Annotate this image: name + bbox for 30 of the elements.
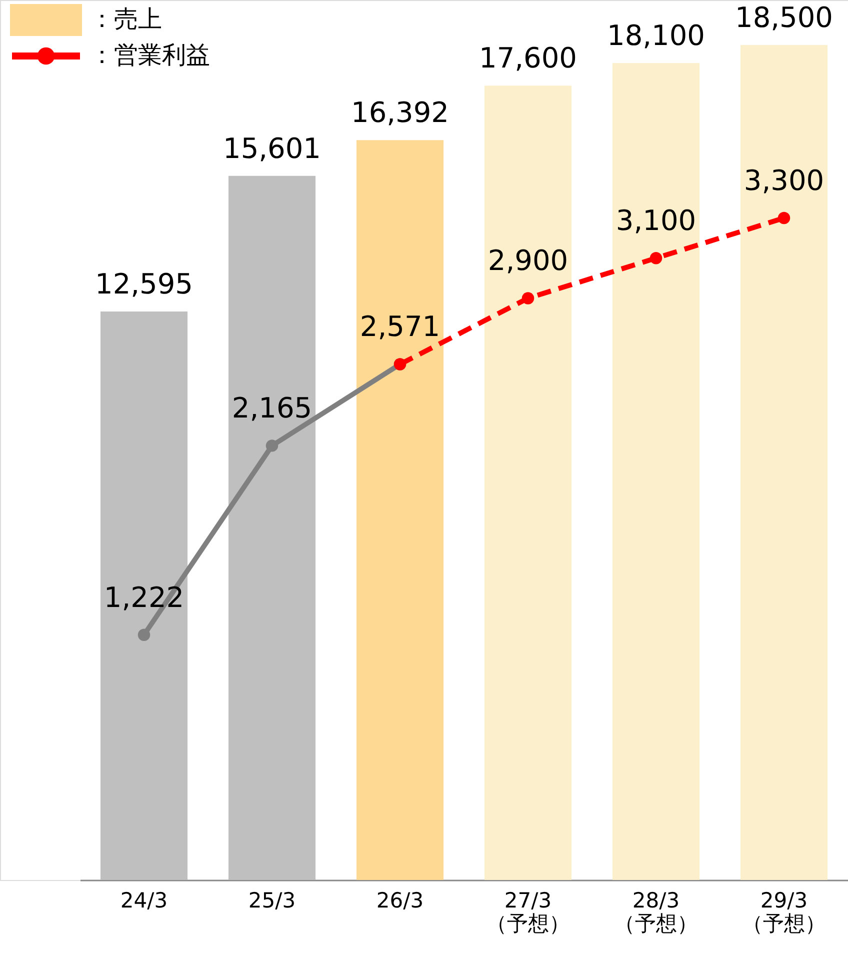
data-label: 2,571 (360, 310, 440, 344)
data-label: 2,900 (488, 244, 568, 278)
data-label: 3,300 (744, 164, 824, 197)
point (650, 252, 662, 264)
x-tick-label: 26/3 (376, 888, 424, 912)
point (138, 628, 150, 641)
data-label: 16,392 (351, 96, 449, 130)
legend-label: ：営業利益 (90, 41, 210, 69)
x-tick-label: 24/3 (120, 888, 168, 912)
data-label: 18,500 (735, 1, 833, 34)
bar (740, 45, 828, 880)
data-label: 12,595 (95, 268, 193, 301)
point (778, 212, 790, 224)
x-tick-label: 27/3 （予想） (486, 888, 570, 936)
x-tick-label: 29/3 （予想） (742, 888, 826, 936)
data-label: 18,100 (607, 19, 705, 52)
bar (356, 140, 444, 880)
bar (100, 312, 188, 880)
data-label: 17,600 (479, 42, 577, 75)
data-label: 3,100 (616, 204, 696, 238)
legend-label: ：売上 (90, 5, 162, 33)
bar (484, 86, 572, 880)
bar (612, 63, 700, 880)
data-label: 1,222 (104, 580, 184, 614)
point (522, 292, 534, 304)
x-tick-label: 25/3 (248, 888, 296, 912)
data-label: 2,165 (232, 392, 312, 425)
x-tick-label: 28/3 （予想） (614, 888, 698, 936)
point (266, 440, 278, 452)
data-label: 15,601 (223, 132, 321, 165)
